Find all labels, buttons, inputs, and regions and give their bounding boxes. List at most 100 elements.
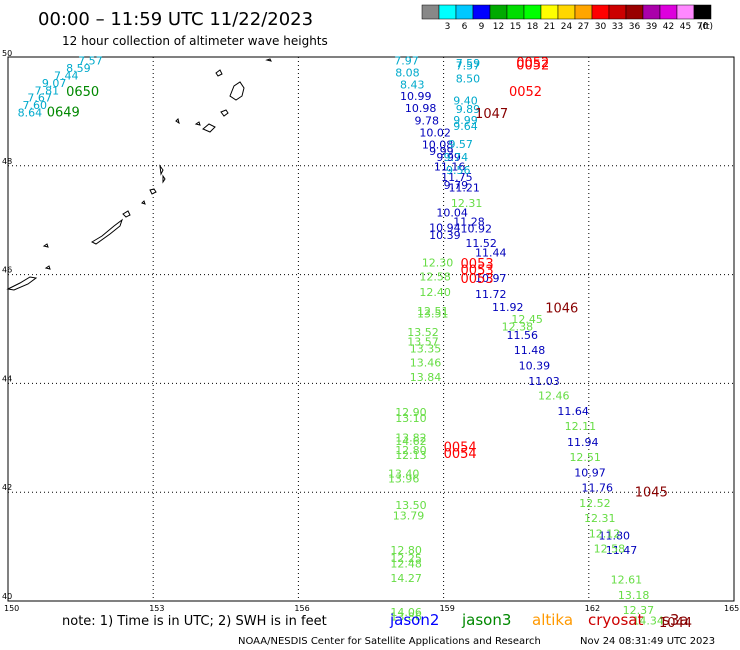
y-tick-label: 48 — [2, 157, 12, 166]
pass-time: 1044 — [659, 616, 692, 631]
y-tick-label: 42 — [2, 483, 12, 492]
wave-height-labels: 7.578.597.449.077.817.677.608.647.978.08… — [18, 55, 664, 628]
swh-value: 12.40 — [419, 286, 451, 299]
chart-title: 00:00 – 11:59 UTC 11/22/2023 — [38, 9, 313, 30]
swh-value: 9.64 — [453, 120, 478, 133]
swh-value: 11.75 — [441, 171, 473, 184]
swh-value: 11.28 — [453, 216, 485, 229]
scale-swatch — [472, 4, 491, 20]
swh-value: 13.51 — [417, 308, 449, 321]
pass-time: 1046 — [545, 302, 578, 317]
scale-swatch — [438, 4, 457, 20]
scale-label: 33 — [612, 22, 623, 32]
swh-value: 13.82 — [395, 432, 427, 445]
swh-value: 12.46 — [538, 390, 570, 403]
scale-label: 15 — [510, 22, 521, 32]
swh-value: 9.99 — [436, 151, 461, 164]
scale-swatch — [608, 4, 627, 20]
swh-value: 11.76 — [582, 482, 614, 495]
map-grid — [8, 57, 734, 601]
swh-value: 12.25 — [390, 552, 422, 565]
swh-value: 10.08 — [422, 138, 454, 151]
swh-value: 7.57 — [78, 55, 103, 68]
scale-label: 27 — [578, 22, 589, 32]
x-tick-label: 153 — [149, 604, 164, 613]
scale-label: 24 — [561, 22, 573, 32]
coastline-islands — [6, 58, 272, 291]
swh-value: 13.86 — [390, 611, 422, 624]
swh-value: 12.11 — [565, 420, 597, 433]
swh-value: 14.34 — [632, 614, 664, 627]
swh-value: 10.99 — [400, 90, 432, 103]
scale-swatch — [625, 4, 644, 20]
swh-value: 11.16 — [434, 161, 466, 174]
swh-value: 11.64 — [557, 405, 589, 418]
swh-value: 10.98 — [405, 102, 437, 115]
swh-value: 11.47 — [606, 544, 638, 557]
swh-value: 13.46 — [410, 357, 442, 370]
swh-value: 11.48 — [514, 344, 546, 357]
scale-unit: (ft) — [699, 22, 713, 32]
swh-value: 10.94 — [429, 222, 461, 235]
scale-swatch — [523, 4, 542, 20]
swh-value: 8.59 — [66, 62, 91, 75]
swh-value: 11.56 — [507, 329, 539, 342]
swh-value: 7.97 — [394, 55, 419, 68]
swh-value: 8.43 — [400, 79, 425, 92]
swh-value: 7.44 — [54, 69, 78, 82]
swh-value: 11.92 — [492, 301, 524, 314]
swh-value: 12.30 — [422, 256, 454, 269]
swh-value: 9.99 — [429, 145, 454, 158]
satellite-legend: jason2 jason3 altika cryosat s3a — [389, 611, 689, 629]
swh-value: 7.59 — [456, 57, 481, 70]
swh-value: 13.18 — [618, 589, 650, 602]
swh-value: 7.67 — [27, 92, 52, 105]
swh-value: 10.04 — [436, 206, 468, 219]
swh-value: 14.06 — [390, 606, 422, 619]
footer-generated: Nov 24 08:31:49 UTC 2023 — [580, 636, 715, 647]
pass-time: 0650 — [66, 85, 99, 100]
swh-value: 7.57 — [456, 60, 481, 73]
swh-value: 12.37 — [623, 604, 655, 617]
swh-value: 9.79 — [444, 179, 469, 192]
x-tick-label: 159 — [440, 604, 455, 613]
swh-value: 8.64 — [18, 106, 43, 119]
pass-time: 0052 — [516, 59, 549, 74]
swh-value: 13.40 — [388, 468, 420, 481]
satellite-name: altika — [532, 611, 573, 629]
swh-value: 12.48 — [390, 557, 422, 570]
swh-value: 12.80 — [395, 444, 427, 457]
swh-value: 12.80 — [390, 544, 422, 557]
scale-swatch — [489, 4, 508, 20]
x-tick-label: 162 — [585, 604, 600, 613]
swh-value: 8.08 — [395, 67, 420, 80]
swh-value: 13.35 — [410, 342, 442, 355]
chart-subtitle: 12 hour collection of altimeter wave hei… — [62, 34, 328, 48]
swh-value: 11.44 — [475, 247, 507, 260]
swh-value: 12.61 — [611, 574, 643, 587]
swh-value: 14.62 — [395, 435, 427, 448]
scale-swatch — [659, 4, 678, 20]
swh-value: 12.58 — [594, 543, 626, 556]
y-tick-label: 50 — [2, 49, 12, 58]
scale-label: 70 — [697, 22, 709, 32]
scale-swatch — [540, 4, 559, 20]
scale-label: 18 — [527, 22, 539, 32]
footer-note: note: 1) Time is in UTC; 2) SWH is in fe… — [62, 614, 327, 629]
scale-label: 39 — [646, 22, 658, 32]
scale-swatch — [557, 4, 576, 20]
footer-credit: NOAA/NESDIS Center for Satellite Applica… — [238, 636, 541, 647]
pass-time: 0053 — [461, 264, 494, 279]
scale-swatch — [642, 4, 661, 20]
axis-tick-labels: 40 42 44 46 48 50 150 153 156 159 162 165 — [2, 49, 739, 613]
swh-value: 10.02 — [419, 126, 451, 139]
pass-time: 1047 — [475, 107, 508, 122]
scale-label: 42 — [663, 22, 674, 32]
y-tick-label: 40 — [2, 592, 12, 601]
scale-swatch — [455, 4, 474, 20]
scale-label: 3 — [445, 22, 451, 32]
swh-value: 9.74 — [444, 151, 469, 164]
swh-value: 10.39 — [429, 229, 461, 242]
swh-value: 13.10 — [395, 412, 427, 425]
